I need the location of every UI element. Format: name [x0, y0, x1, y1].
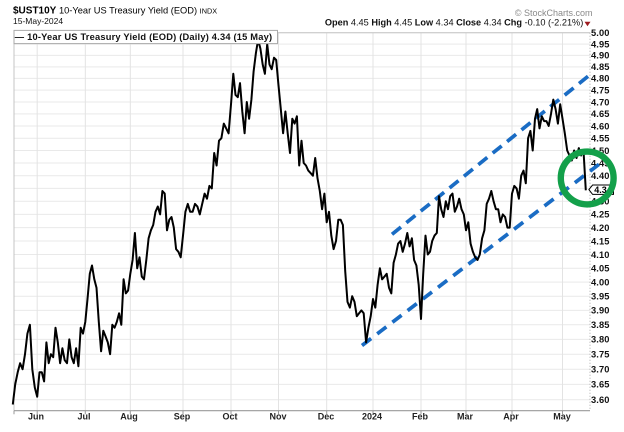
svg-text:3.95: 3.95 — [591, 292, 610, 302]
svg-text:Aug: Aug — [120, 411, 138, 421]
svg-text:Feb: Feb — [412, 411, 429, 421]
svg-text:May: May — [553, 411, 571, 421]
svg-text:4.15: 4.15 — [591, 236, 610, 246]
svg-text:4.75: 4.75 — [591, 85, 610, 95]
svg-text:3.65: 3.65 — [591, 380, 610, 390]
svg-text:4.25: 4.25 — [591, 210, 610, 220]
svg-text:4.95: 4.95 — [591, 39, 610, 49]
svg-text:Apr: Apr — [503, 411, 519, 421]
svg-text:3.60: 3.60 — [591, 395, 610, 405]
svg-text:4.20: 4.20 — [591, 223, 610, 233]
svg-text:Oct: Oct — [222, 411, 237, 421]
svg-text:Dec: Dec — [318, 411, 335, 421]
svg-text:4.45: 4.45 — [591, 158, 610, 168]
svg-text:4.10: 4.10 — [591, 250, 610, 260]
svg-text:4.00: 4.00 — [591, 277, 610, 287]
svg-text:Sep: Sep — [174, 411, 191, 421]
svg-text:3.70: 3.70 — [591, 365, 610, 375]
svg-text:4.05: 4.05 — [591, 264, 610, 274]
svg-text:3.85: 3.85 — [591, 320, 610, 330]
svg-text:$UST10Y 10-Year US Treasury Yi: $UST10Y 10-Year US Treasury Yield (EOD) … — [13, 6, 217, 17]
svg-text:2024: 2024 — [362, 411, 382, 421]
svg-text:3.90: 3.90 — [591, 306, 610, 316]
svg-text:4.50: 4.50 — [591, 146, 610, 156]
svg-text:© StockCharts.com: © StockCharts.com — [515, 8, 593, 18]
svg-text:— 10-Year US Treasury Yield (E: — 10-Year US Treasury Yield (EOD) (Daily… — [15, 32, 272, 42]
svg-text:4.40: 4.40 — [591, 171, 610, 181]
svg-text:5.00: 5.00 — [591, 28, 610, 38]
svg-text:4.65: 4.65 — [591, 109, 610, 119]
svg-text:4.55: 4.55 — [591, 134, 610, 144]
svg-text:4.85: 4.85 — [591, 62, 610, 72]
svg-text:Jul: Jul — [77, 411, 90, 421]
svg-text:Jun: Jun — [28, 411, 44, 421]
svg-text:4.70: 4.70 — [591, 97, 610, 107]
svg-text:3.80: 3.80 — [591, 335, 610, 345]
svg-text:3.75: 3.75 — [591, 350, 610, 360]
svg-text:Mar: Mar — [457, 411, 474, 421]
svg-text:Open 4.45 High 4.45 Low 4.34 C: Open 4.45 High 4.45 Low 4.34 Close 4.34 … — [325, 18, 583, 28]
svg-text:15-May-2024: 15-May-2024 — [13, 16, 63, 26]
svg-text:4.60: 4.60 — [591, 121, 610, 131]
svg-text:4.90: 4.90 — [591, 51, 610, 61]
svg-text:4.80: 4.80 — [591, 74, 610, 84]
svg-text:Nov: Nov — [269, 411, 286, 421]
svg-text:4.34: 4.34 — [594, 185, 612, 195]
